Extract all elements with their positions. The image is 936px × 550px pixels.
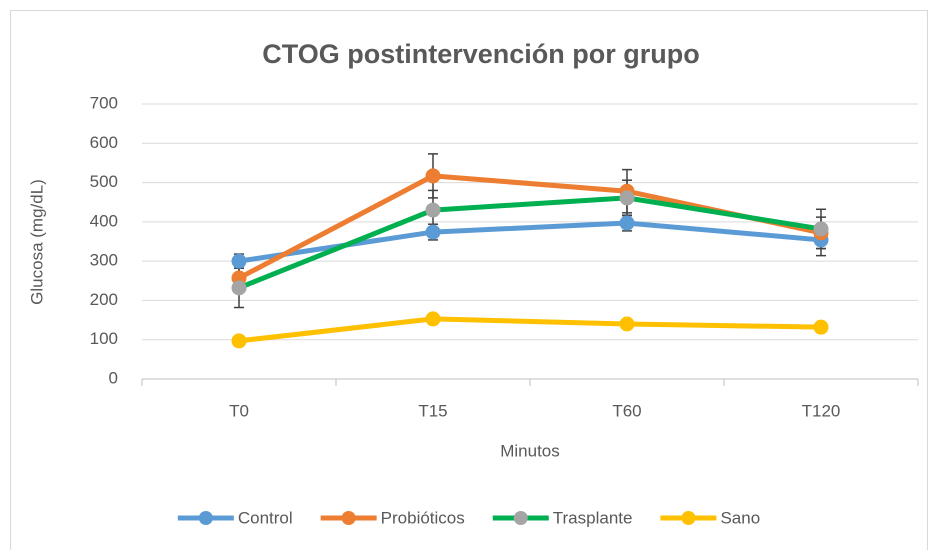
series-line: [238, 195, 822, 291]
legend-label: Trasplante: [553, 508, 633, 527]
x-tick-label: T0: [229, 401, 249, 420]
x-tick-label: T15: [418, 401, 447, 420]
x-tick-label: T60: [612, 401, 641, 420]
y-tick-label: 0: [109, 368, 118, 387]
legend-marker: [681, 511, 696, 525]
marker: [813, 319, 829, 335]
marker: [425, 202, 441, 218]
y-axis-label: Glucosa (mg/dL): [27, 179, 46, 305]
legend-label: Control: [238, 508, 293, 527]
legend-marker: [198, 511, 213, 525]
legend-label: Probióticos: [381, 508, 465, 527]
x-tick-label: T120: [802, 401, 841, 420]
legend-label: Sano: [720, 508, 760, 527]
marker: [813, 221, 829, 237]
x-axis-label: Minutos: [500, 441, 560, 460]
marker: [425, 224, 441, 240]
marker: [231, 333, 247, 349]
chart-frame: [10, 10, 928, 550]
y-tick-label: 500: [90, 172, 118, 191]
marker: [619, 215, 635, 231]
y-tick-label: 300: [90, 251, 118, 270]
y-tick-label: 600: [90, 133, 118, 152]
marker: [425, 168, 441, 184]
marker: [619, 190, 635, 206]
marker: [619, 316, 635, 332]
marker: [231, 253, 247, 269]
y-tick-label: 200: [90, 290, 118, 309]
y-tick-label: 100: [90, 329, 118, 348]
marker: [425, 311, 441, 327]
legend-marker: [513, 511, 528, 525]
series-line: [238, 316, 822, 344]
y-tick-label: 400: [90, 211, 118, 230]
legend-marker: [341, 511, 356, 525]
chart-title: CTOG postintervención por grupo: [262, 39, 700, 69]
y-tick-label: 700: [90, 93, 118, 112]
marker: [231, 280, 247, 296]
